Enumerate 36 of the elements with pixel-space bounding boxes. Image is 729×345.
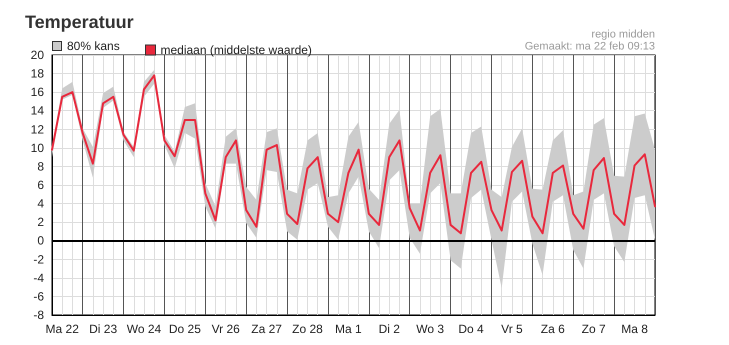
y-tick-label: 10 — [30, 140, 44, 155]
x-tick-label: Zo 7 — [582, 322, 606, 336]
y-tick-label: 0 — [37, 234, 44, 248]
legend-label: mediaan (middelste waarde) — [160, 43, 312, 57]
y-tick-label: 2 — [37, 215, 44, 230]
y-tick-label: -2 — [33, 252, 44, 266]
text: 80% kans — [67, 39, 120, 53]
x-tick-label: Vr 5 — [501, 322, 524, 336]
chart-title: Temperatuur — [25, 12, 134, 32]
x-tick-label: Di 23 — [89, 322, 118, 336]
y-tick-label: 16 — [30, 85, 44, 100]
y-tick-label: -4 — [33, 270, 44, 285]
y-tick-label: 20 — [30, 48, 44, 62]
y-tick-label: 12 — [30, 122, 44, 136]
line-series — [51, 74, 656, 234]
x-tick-label: Ma 8 — [621, 322, 648, 336]
x-tick-label: Za 6 — [540, 322, 566, 336]
x-tick-label: Ma 22 — [46, 322, 80, 336]
x-tick-label: Za 27 — [251, 322, 282, 336]
y-tick-label: -8 — [33, 308, 44, 322]
x-tick-label: Do 4 — [458, 322, 484, 336]
x-tick-label: Vr 26 — [212, 322, 240, 336]
y-tick-label: 4 — [37, 196, 44, 211]
x-tick-label: Wo 24 — [126, 322, 162, 336]
x-tick-label: Ma 1 — [335, 322, 362, 336]
x-tick-label: Wo 3 — [416, 322, 444, 336]
text: regio midden — [591, 28, 655, 40]
text: Gemaakt: ma 22 feb 09:13 — [524, 40, 655, 52]
x-tick-label: Di 2 — [378, 322, 400, 336]
y-tick-label: 6 — [37, 178, 44, 192]
x-tick-label: Zo 28 — [292, 322, 324, 336]
y-tick-label: 18 — [30, 66, 44, 81]
x-tick-label: Do 25 — [168, 322, 202, 336]
y-tick-label: 14 — [30, 104, 44, 118]
y-tick-label: 8 — [37, 159, 44, 174]
y-tick-label: -6 — [33, 289, 44, 304]
